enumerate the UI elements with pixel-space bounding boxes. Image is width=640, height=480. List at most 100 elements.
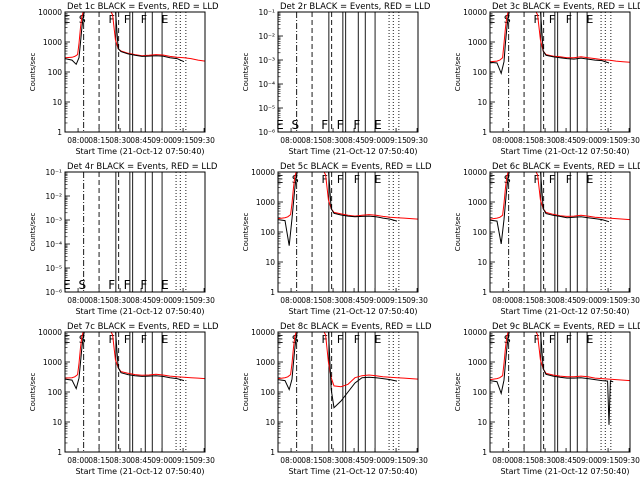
x-axis-label: Start Time (21-Oct-12 07:50:40) <box>500 467 629 476</box>
y-tick-label: 1 <box>270 448 275 457</box>
y-tick-label: 10⁻⁵ <box>258 104 275 113</box>
y-tick-label: 10⁻³ <box>45 216 62 225</box>
events-series-line <box>490 332 614 425</box>
x-tick-label: 08:15 <box>513 456 535 465</box>
panel-title: Det 2r BLACK = Events, RED = LLD <box>280 2 431 12</box>
lld-series-line <box>278 332 418 388</box>
y-tick-label: 100 <box>48 68 63 77</box>
y-tick-label: 10 <box>477 418 487 427</box>
y-tick-label: 10⁻² <box>45 192 62 201</box>
x-tick-label: 09:15 <box>172 136 194 145</box>
x-tick-label: 09:00 <box>364 456 386 465</box>
plot-frame <box>277 171 419 293</box>
x-tick-label: 08:45 <box>555 136 577 145</box>
event-marker-label: S <box>504 333 511 346</box>
y-tick-label: 10⁻² <box>258 32 275 41</box>
plot-frame <box>64 171 206 293</box>
y-tick-label: 1000 <box>468 38 487 47</box>
x-tick-label: 08:30 <box>322 296 344 305</box>
x-axis-label: Start Time (21-Oct-12 07:50:40) <box>75 467 204 476</box>
y-axis-label: Counts/sec <box>29 213 37 252</box>
event-marker-label: E <box>63 278 71 292</box>
y-tick-label: 10⁻⁵ <box>45 264 62 273</box>
event-marker-label: E <box>586 13 593 26</box>
x-axis-label: Start Time (21-Oct-12 07:50:40) <box>288 147 417 156</box>
x-tick-label: 08:00 <box>492 136 514 145</box>
event-marker-label: F <box>534 173 540 186</box>
x-tick-label: 08:15 <box>88 296 110 305</box>
event-marker-label: F <box>124 278 131 292</box>
event-marker-label: F <box>354 173 360 186</box>
event-marker-label: F <box>337 333 343 346</box>
event-marker-label: F <box>534 13 540 26</box>
y-tick-label: 1000 <box>468 198 487 207</box>
x-tick-label: 08:00 <box>280 136 302 145</box>
y-tick-label: 10⁻¹ <box>258 8 275 17</box>
x-tick-label: 09:30 <box>193 456 215 465</box>
events-series-line <box>490 12 610 76</box>
y-tick-label: 10⁻⁴ <box>258 80 275 89</box>
y-tick-label: 100 <box>261 228 276 237</box>
y-axis-label: Counts/sec <box>29 53 37 92</box>
event-marker-label: E <box>63 333 70 346</box>
panel-det-5: Det 5c BLACK = Events, RED = LLD 1 10 100 10… <box>242 162 432 316</box>
event-marker-label: E <box>488 333 495 346</box>
x-tick-label: 08:30 <box>534 296 556 305</box>
event-marker-label: E <box>161 278 169 292</box>
x-tick-label: 08:30 <box>109 296 131 305</box>
event-marker-label: F <box>322 333 328 346</box>
panel-title: Det 6c BLACK = Events, RED = LLD <box>492 162 640 172</box>
event-marker-label: S <box>504 173 511 186</box>
y-axis-label: Counts/sec <box>242 53 250 92</box>
event-marker-label: F <box>322 173 328 186</box>
x-tick-label: 09:00 <box>364 136 386 145</box>
event-marker-label: S <box>79 13 86 26</box>
event-marker-label: E <box>276 173 283 186</box>
y-tick-label: 10000 <box>251 168 275 177</box>
lld-series-line <box>490 12 630 63</box>
x-tick-label: 08:30 <box>534 456 556 465</box>
y-axis-label: Counts/sec <box>242 213 250 252</box>
x-tick-label: 08:30 <box>534 136 556 145</box>
x-tick-label: 08:45 <box>130 296 152 305</box>
y-tick-label: 10 <box>52 98 62 107</box>
event-marker-label: F <box>141 333 147 346</box>
y-tick-label: 100 <box>473 68 488 77</box>
event-marker-label: E <box>586 173 593 186</box>
panel-det-2: Det 2r BLACK = Events, RED = LLD 10⁻⁶ 10⁻⁵… <box>242 2 431 156</box>
event-marker-label: F <box>140 278 147 292</box>
lld-series-line <box>65 332 205 380</box>
event-marker-label: F <box>566 333 572 346</box>
x-axis-label: Start Time (21-Oct-12 07:50:40) <box>500 147 629 156</box>
x-tick-label: 08:00 <box>280 296 302 305</box>
x-tick-label: 09:30 <box>618 296 640 305</box>
y-tick-label: 10⁻⁶ <box>45 288 62 297</box>
x-tick-label: 08:45 <box>130 456 152 465</box>
y-axis-label: Counts/sec <box>29 373 37 412</box>
plot-frame <box>64 331 206 453</box>
y-tick-label: 10 <box>265 418 275 427</box>
x-tick-label: 09:30 <box>193 296 215 305</box>
event-marker-label: F <box>534 333 540 346</box>
y-tick-label: 1 <box>482 448 487 457</box>
y-tick-label: 10000 <box>251 328 275 337</box>
event-marker-label: F <box>337 173 343 186</box>
event-marker-label: S <box>79 333 86 346</box>
x-tick-label: 09:15 <box>597 456 619 465</box>
event-marker-label: E <box>374 118 382 132</box>
x-tick-label: 09:15 <box>597 296 619 305</box>
event-marker-label: F <box>124 13 130 26</box>
x-tick-label: 08:00 <box>280 456 302 465</box>
x-tick-label: 08:00 <box>492 296 514 305</box>
y-tick-label: 10⁻¹ <box>45 168 62 177</box>
y-tick-label: 10000 <box>463 8 487 17</box>
event-marker-label: F <box>109 13 115 26</box>
x-axis-label: Start Time (21-Oct-12 07:50:40) <box>288 467 417 476</box>
event-marker-label: F <box>337 118 344 132</box>
x-tick-label: 09:00 <box>576 136 598 145</box>
x-tick-label: 09:30 <box>406 296 428 305</box>
panel-det-9: Det 9c BLACK = Events, RED = LLD 1 10 100 10… <box>454 322 640 476</box>
x-tick-label: 08:15 <box>88 136 110 145</box>
event-marker-label: E <box>276 333 283 346</box>
x-tick-label: 08:00 <box>492 456 514 465</box>
